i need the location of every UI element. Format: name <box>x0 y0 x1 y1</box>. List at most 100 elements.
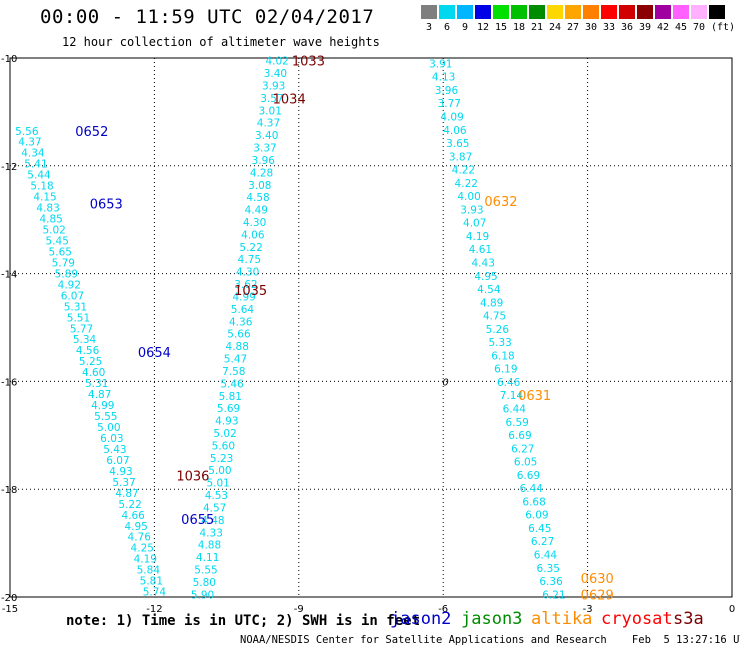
lon-tick-label: -9 <box>294 604 304 615</box>
swh-value: 4.11 <box>196 552 219 564</box>
swh-value: 4.93 <box>215 416 238 428</box>
swh-value: 3.91 <box>429 58 452 70</box>
pass-time-label: 0631 <box>518 389 551 404</box>
legend-label: 36 <box>620 22 634 33</box>
swh-value: 4.93 <box>109 466 132 478</box>
pass-time-label: 0630 <box>581 572 614 587</box>
swh-value: 4.34 <box>21 148 45 160</box>
swh-value: 4.99 <box>91 400 114 412</box>
chart-title: 00:00 - 11:59 UTC 02/04/2017 <box>40 6 375 28</box>
swh-value: 4.66 <box>121 510 145 522</box>
swh-value: 6.44 <box>503 403 527 415</box>
swh-value: 4.43 <box>472 257 495 269</box>
swh-value: 5.22 <box>239 242 262 254</box>
swh-value: 5.25 <box>79 356 102 368</box>
satellite-jason2-label: jason2 <box>390 609 452 629</box>
swh-value: 3.96 <box>252 155 276 167</box>
swh-value: 4.53 <box>205 490 228 502</box>
swh-value: 4.19 <box>466 231 489 243</box>
swh-value: 6.18 <box>491 350 514 362</box>
lon-tick-label: -15 <box>2 604 18 615</box>
pass-time-label: 0632 <box>484 195 517 210</box>
pass-time-label: 1036 <box>176 470 209 485</box>
legend-label: 12 <box>476 22 490 33</box>
legend-swatch <box>475 5 491 19</box>
swh-value: 4.61 <box>469 244 492 256</box>
legend-swatch <box>439 5 455 19</box>
legend-label: 33 <box>602 22 616 33</box>
swh-value: 4.48 <box>201 515 224 527</box>
swh-value: 5.41 <box>24 159 47 171</box>
swh-value: 6.44 <box>520 483 544 495</box>
swh-value: 5.80 <box>193 577 216 589</box>
swh-value: 5.01 <box>206 478 229 490</box>
legend-label: 39 <box>638 22 652 33</box>
swh-value: 5.51 <box>67 312 90 324</box>
swh-value: 4.49 <box>245 205 268 217</box>
swh-value: 4.06 <box>241 229 265 241</box>
swh-value: 5.22 <box>118 499 141 511</box>
legend-label: 18 <box>512 22 526 33</box>
swh-value: 6.68 <box>522 496 545 508</box>
lat-tick-label: -14 <box>1 270 17 281</box>
legend-swatch <box>547 5 563 19</box>
swh-value: 5.23 <box>210 453 233 465</box>
pass-time-label: 1035 <box>234 284 267 299</box>
swh-value: 4.25 <box>131 543 154 555</box>
swh-value: 5.31 <box>64 301 87 313</box>
swh-value: 6.19 <box>494 364 517 376</box>
swh-value: 5.74 <box>143 587 167 599</box>
legend-label: 70 <box>692 22 706 33</box>
swh-value: 3.57 <box>260 93 283 105</box>
swh-value: 5.66 <box>227 329 251 341</box>
swh-value: 4.87 <box>88 389 111 401</box>
swh-value: 5.02 <box>42 225 65 237</box>
legend-swatch <box>565 5 581 19</box>
legend-swatch <box>529 5 545 19</box>
swh-value: 5.79 <box>52 257 75 269</box>
swh-value: 4.92 <box>58 279 81 291</box>
swh-value: 4.22 <box>455 178 478 190</box>
swh-value: 4.95 <box>124 521 147 533</box>
swh-value: 4.58 <box>246 192 269 204</box>
legend-swatch <box>691 5 707 19</box>
map-frame <box>9 57 733 598</box>
swh-value: 4.07 <box>463 218 486 230</box>
map-marker: 0 <box>442 377 448 388</box>
lat-tick-label: -18 <box>1 485 17 496</box>
swh-value: 5.43 <box>103 444 126 456</box>
swh-value: 5.69 <box>217 403 240 415</box>
swh-value: 5.31 <box>85 378 108 390</box>
swh-value: 4.13 <box>432 72 455 84</box>
swh-value: 5.55 <box>94 411 117 423</box>
swh-value: 6.21 <box>542 589 565 601</box>
legend-swatch <box>673 5 689 19</box>
swh-value: 5.00 <box>97 422 120 434</box>
legend-label: 15 <box>494 22 508 33</box>
swh-value: 4.30 <box>243 217 266 229</box>
swh-value: 5.44 <box>27 170 51 182</box>
swh-value: 6.27 <box>511 443 534 455</box>
pass-time-label: 1033 <box>292 55 325 70</box>
swh-value: 4.95 <box>474 271 497 283</box>
swh-value: 6.07 <box>106 455 129 467</box>
legend-label: 3 <box>425 22 433 33</box>
swh-value: 4.87 <box>115 488 138 500</box>
legend-swatch <box>493 5 509 19</box>
swh-value: 3.93 <box>460 204 483 216</box>
swh-value: 4.22 <box>452 165 475 177</box>
satellite-altika-label: altika <box>531 609 593 629</box>
swh-value: 6.45 <box>528 523 551 535</box>
swh-value: 6.46 <box>497 377 521 389</box>
swh-value: 4.83 <box>36 203 59 215</box>
swh-value: 5.34 <box>73 334 97 346</box>
swh-value: 4.88 <box>198 540 221 552</box>
swh-value: 6.69 <box>508 430 531 442</box>
swh-value: 3.87 <box>449 151 472 163</box>
swh-value: 5.81 <box>140 576 163 588</box>
swh-value: 5.02 <box>213 428 236 440</box>
swh-value: 4.37 <box>18 137 41 149</box>
credit-line: NOAA/NESDIS Center for Satellite Applica… <box>240 634 740 646</box>
swh-value: 5.45 <box>46 235 69 247</box>
